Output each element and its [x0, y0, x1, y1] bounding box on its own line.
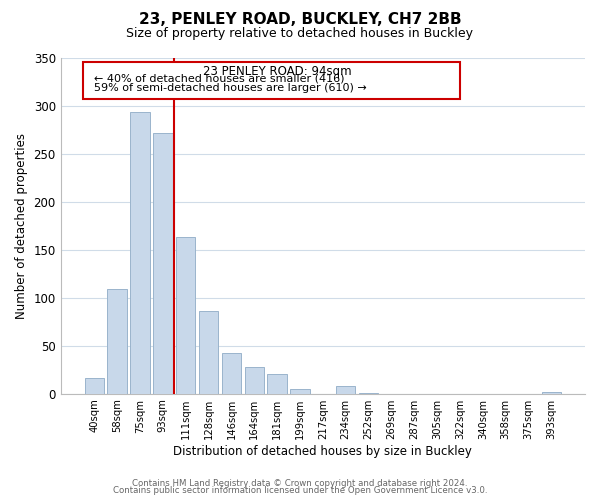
Bar: [176, 237, 196, 394]
Bar: [130, 112, 149, 394]
Bar: [221, 354, 241, 394]
Text: 59% of semi-detached houses are larger (610) →: 59% of semi-detached houses are larger (…: [94, 84, 367, 94]
FancyBboxPatch shape: [83, 62, 460, 99]
Bar: [153, 134, 173, 394]
X-axis label: Distribution of detached houses by size in Buckley: Distribution of detached houses by size …: [173, 444, 472, 458]
Bar: [290, 389, 310, 394]
Bar: [336, 386, 355, 394]
Bar: [199, 311, 218, 394]
Text: 23 PENLEY ROAD: 94sqm: 23 PENLEY ROAD: 94sqm: [203, 65, 352, 78]
Bar: [107, 289, 127, 394]
Text: Size of property relative to detached houses in Buckley: Size of property relative to detached ho…: [127, 28, 473, 40]
Y-axis label: Number of detached properties: Number of detached properties: [15, 132, 28, 318]
Text: ← 40% of detached houses are smaller (416): ← 40% of detached houses are smaller (41…: [94, 74, 345, 84]
Bar: [542, 392, 561, 394]
Bar: [245, 367, 264, 394]
Text: 23, PENLEY ROAD, BUCKLEY, CH7 2BB: 23, PENLEY ROAD, BUCKLEY, CH7 2BB: [139, 12, 461, 28]
Text: Contains public sector information licensed under the Open Government Licence v3: Contains public sector information licen…: [113, 486, 487, 495]
Bar: [268, 374, 287, 394]
Text: Contains HM Land Registry data © Crown copyright and database right 2024.: Contains HM Land Registry data © Crown c…: [132, 478, 468, 488]
Bar: [85, 378, 104, 394]
Bar: [359, 392, 378, 394]
